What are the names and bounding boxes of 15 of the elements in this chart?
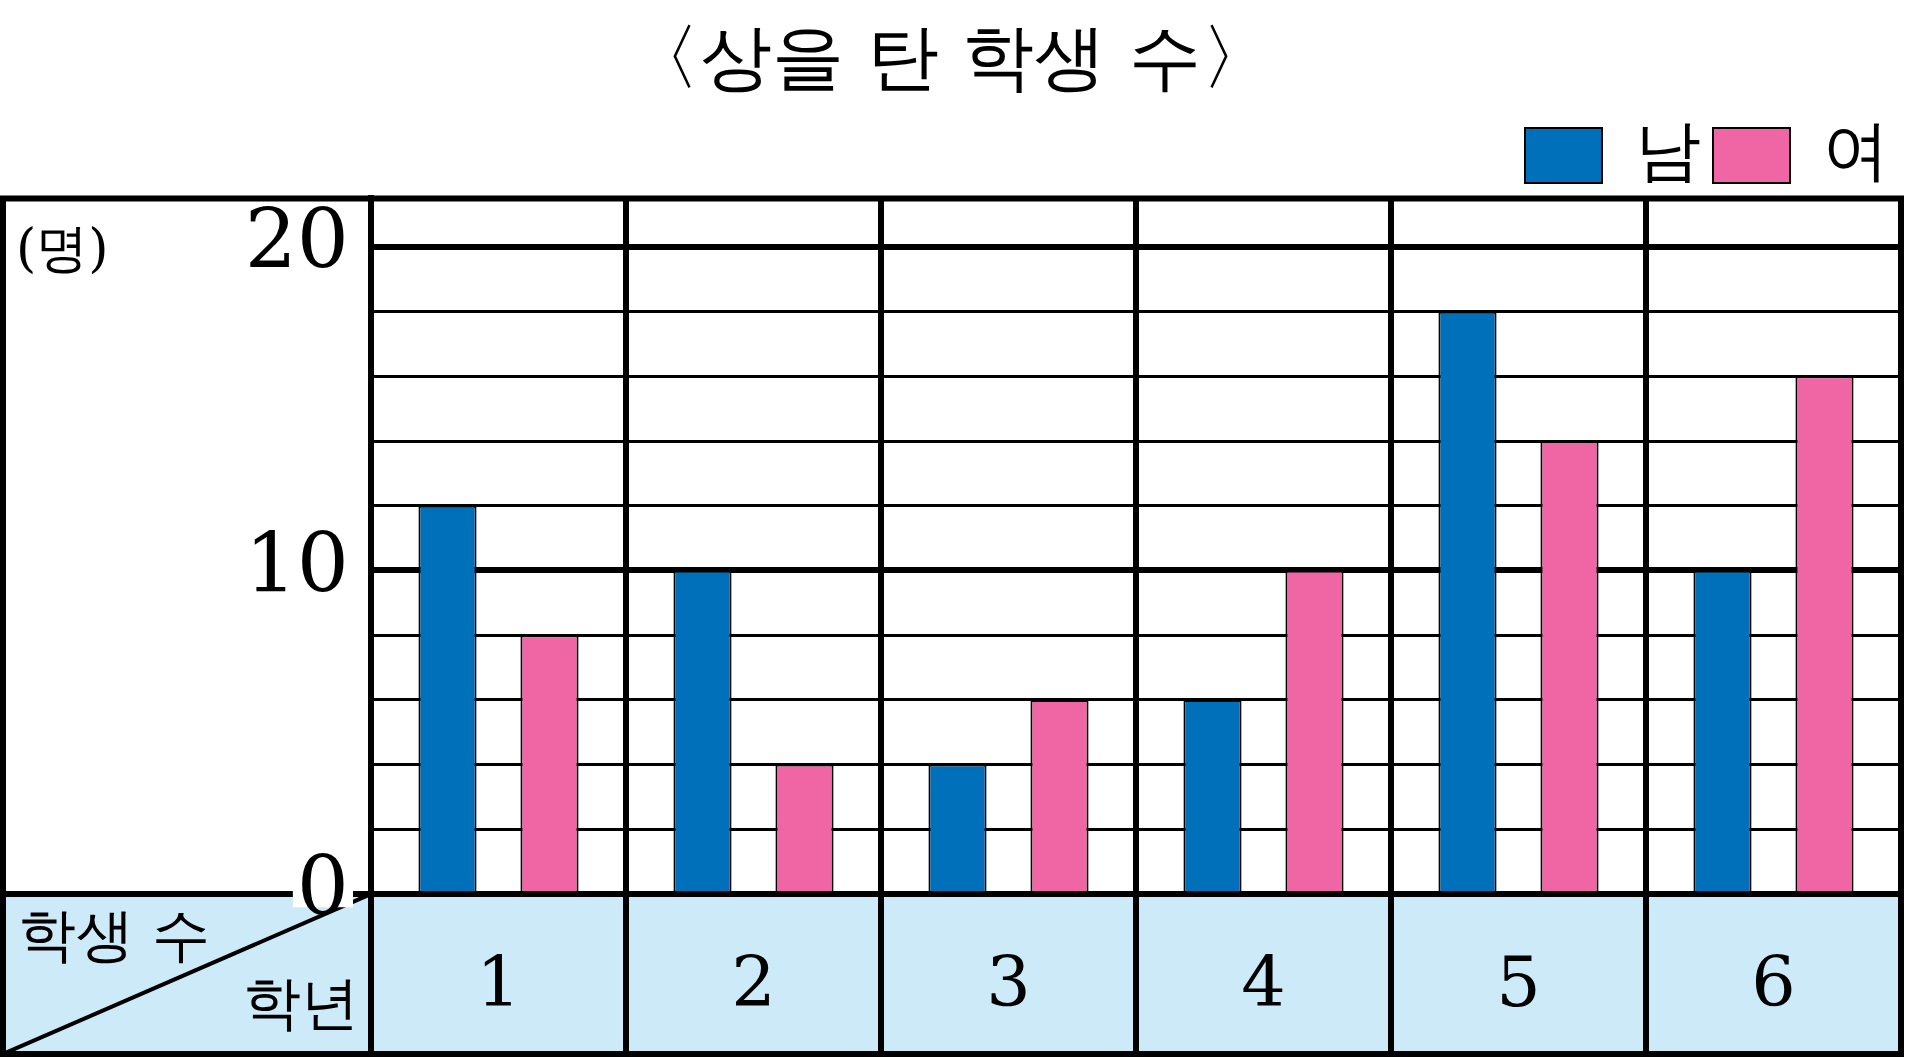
y-axis-title: (명) — [16, 218, 109, 278]
y-tick-label: 10 — [244, 515, 349, 611]
x-tick-label: 6 — [1751, 941, 1796, 1024]
y-tick-label: 20 — [244, 192, 349, 288]
x-tick-label: 4 — [1241, 941, 1286, 1024]
chart-title: 〈상을 탄 학생 수〉 — [628, 14, 1273, 99]
text: 학생 수 — [18, 901, 211, 969]
y-tick-label: 0 — [296, 839, 349, 935]
x-tick-label: 1 — [476, 941, 521, 1024]
legend-label: 남 — [1635, 111, 1701, 189]
x-tick-label: 3 — [986, 941, 1031, 1024]
x-tick-label: 2 — [731, 941, 776, 1024]
legend-label: 여 — [1823, 111, 1889, 189]
x-tick-label: 5 — [1496, 941, 1541, 1024]
x-axis-title: 학년 — [243, 969, 359, 1037]
